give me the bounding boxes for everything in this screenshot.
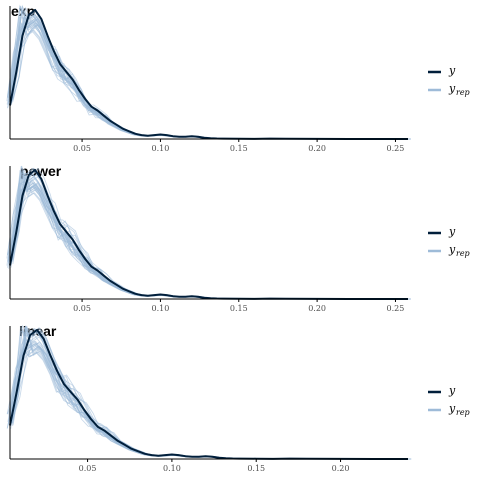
- legend-linear: yy rep: [428, 384, 470, 417]
- legend-label-y: y: [448, 384, 456, 397]
- panel-power: power 0.05 0.10 0.15 0.20 0.25 yy rep: [6, 163, 470, 313]
- legend-label-yrep-sub: rep: [456, 408, 470, 417]
- yrep-series-line: [6, 340, 406, 460]
- yrep-series-line: [8, 349, 408, 460]
- yrep-series-line: [8, 165, 408, 300]
- legend-label-y: y: [448, 225, 456, 238]
- legend-label-yrep-sub: rep: [456, 88, 470, 97]
- x-tick-label: 0.25: [387, 304, 405, 313]
- x-tick-label: 0.05: [79, 464, 97, 473]
- x-tick-label: 0.10: [152, 304, 170, 313]
- legend-power: yy rep: [428, 225, 470, 258]
- yrep-series-line: [6, 172, 405, 300]
- x-tick-label: 0.15: [230, 304, 248, 313]
- yrep-series-line: [8, 165, 407, 300]
- x-tick-label: 0.25: [387, 144, 405, 153]
- x-tick-label: 0.10: [152, 144, 170, 153]
- y-series-line: [9, 168, 408, 300]
- x-tick-label: 0.15: [230, 144, 248, 153]
- legend-exp: yy rep: [428, 64, 470, 97]
- x-tick-label: 0.05: [73, 144, 91, 153]
- x-tick-label: 0.20: [332, 464, 350, 473]
- plot-area-power: 0.05 0.10 0.15 0.20 0.25: [6, 165, 411, 313]
- x-tick-label: 0.05: [73, 304, 91, 313]
- x-tick-label: 0.20: [308, 304, 326, 313]
- x-tick-label: 0.15: [247, 464, 265, 473]
- yrep-series-line: [9, 349, 408, 460]
- yrep-series-line: [12, 167, 411, 300]
- legend-label-yrep-sub: rep: [456, 249, 470, 258]
- panel-exp: exp 0.05 0.10 0.15 0.20 0.25 yy rep: [6, 3, 470, 153]
- legend-label-yrep: y: [448, 82, 456, 95]
- legend-label-yrep: y: [448, 402, 456, 415]
- legend-label-yrep: y: [448, 243, 456, 256]
- plot-area-linear: 0.05 0.10 0.15 0.20: [6, 324, 412, 473]
- panel-linear: linear 0.05 0.10 0.15 0.20 yy rep: [6, 323, 470, 473]
- plot-area-exp: 0.05 0.10 0.15 0.20 0.25: [6, 4, 411, 153]
- x-tick-label: 0.20: [308, 144, 326, 153]
- yrep-series-line: [7, 176, 407, 300]
- x-tick-label: 0.10: [163, 464, 181, 473]
- legend-label-y: y: [448, 64, 456, 77]
- y-series-line: [9, 8, 408, 140]
- yrep-series-line: [12, 24, 411, 140]
